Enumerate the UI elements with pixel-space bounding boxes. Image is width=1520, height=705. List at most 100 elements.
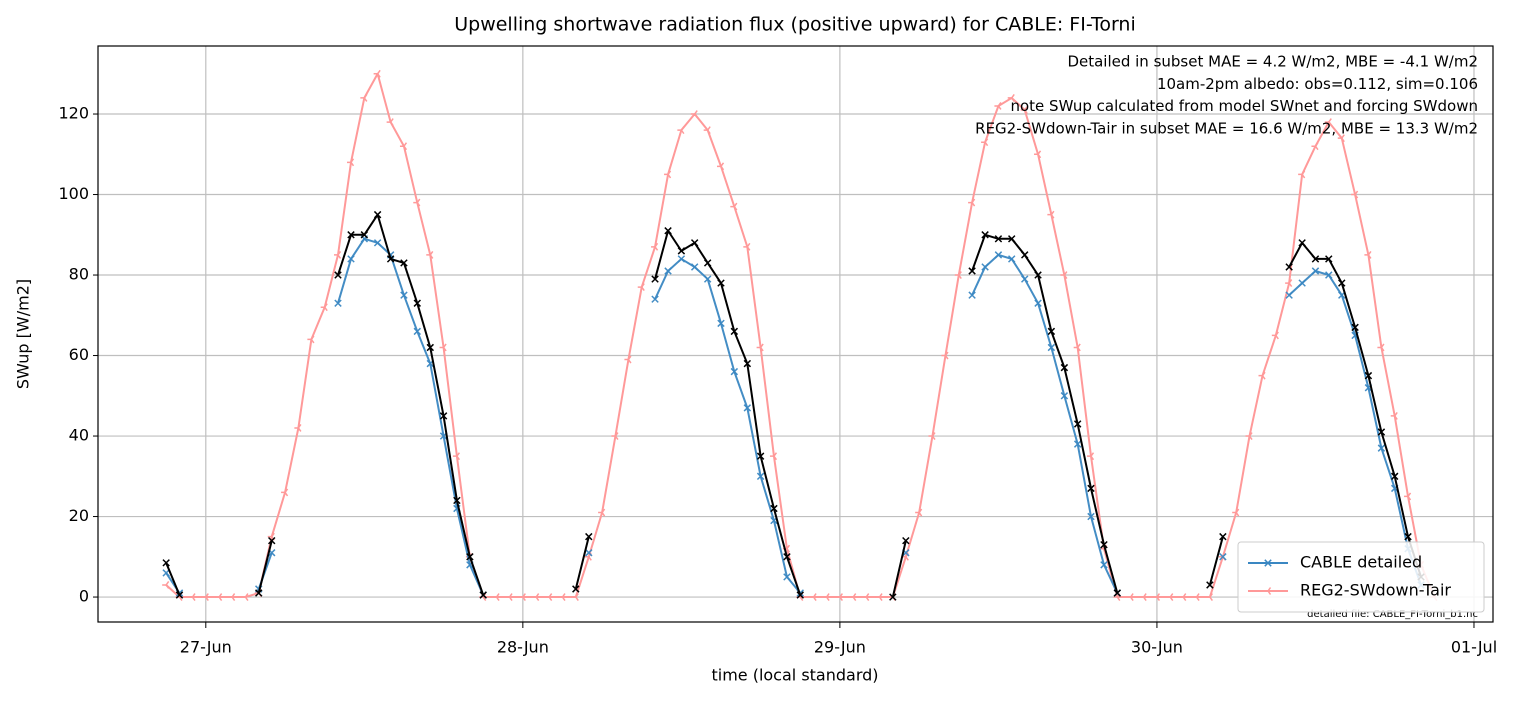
legend: CABLE detailed REG2-SWdown-Tair — [1237, 541, 1485, 613]
data-point — [677, 126, 685, 135]
data-point — [1404, 532, 1412, 541]
data-point — [822, 593, 830, 601]
data-point — [902, 536, 910, 545]
data-point — [1311, 255, 1320, 263]
data-point — [1166, 593, 1174, 601]
data-point — [1020, 106, 1028, 114]
data-point — [1034, 150, 1042, 159]
data-point — [1047, 343, 1056, 352]
data-point — [1100, 561, 1108, 569]
annotation: Detailed in subset MAE = 4.2 W/m2, MBE =… — [1067, 53, 1478, 71]
data-point — [413, 299, 421, 307]
data-point — [241, 593, 249, 601]
x-tick-label: 01-Jul — [1451, 638, 1497, 657]
data-point — [690, 110, 698, 118]
data-point — [1060, 363, 1069, 372]
legend-label: CABLE detailed — [1300, 553, 1422, 572]
data-point — [664, 227, 672, 235]
data-point — [770, 504, 778, 513]
data-point — [334, 299, 342, 307]
data-point — [1285, 279, 1293, 288]
data-point — [1179, 593, 1187, 601]
data-point — [1086, 452, 1095, 461]
data-point — [452, 452, 461, 461]
data-point — [862, 593, 870, 601]
data-point — [268, 536, 276, 545]
data-point — [1152, 593, 1161, 601]
data-point — [386, 118, 394, 127]
data-point — [677, 247, 686, 255]
data-point — [717, 279, 725, 287]
data-point — [1020, 251, 1029, 259]
legend-marker — [1264, 559, 1272, 567]
data-point — [228, 593, 236, 601]
footnote: detailed file: CABLE_FI-Torni_b1.nc — [1307, 609, 1478, 620]
data-point — [532, 593, 540, 601]
data-point — [796, 591, 804, 599]
y-tick-label: 0 — [79, 587, 89, 606]
data-point — [1325, 271, 1333, 279]
data-point — [334, 250, 342, 259]
data-point — [215, 593, 223, 601]
data-point — [347, 231, 355, 239]
data-point — [1205, 593, 1213, 601]
data-point — [426, 250, 434, 259]
legend-box — [1237, 541, 1485, 613]
data-point — [756, 343, 764, 352]
data-point — [1087, 512, 1095, 521]
data-point — [690, 263, 699, 271]
data-point — [611, 432, 619, 440]
data-point — [347, 158, 355, 167]
data-point — [585, 532, 593, 541]
data-point — [1351, 190, 1359, 199]
data-point — [624, 355, 632, 364]
data-point — [572, 585, 580, 593]
data-point — [651, 275, 659, 283]
data-point — [1377, 444, 1386, 452]
data-point — [598, 508, 606, 517]
data-point — [994, 251, 1003, 259]
data-point — [1047, 327, 1056, 336]
data-point — [664, 170, 672, 179]
data-point — [1100, 540, 1108, 549]
data-point — [651, 242, 659, 251]
data-point — [1206, 581, 1214, 589]
data-point — [889, 593, 897, 601]
data-point — [1338, 279, 1346, 287]
data-point — [1298, 170, 1306, 179]
data-point — [334, 271, 342, 279]
data-point — [294, 424, 302, 432]
data-point — [162, 569, 170, 577]
data-point — [651, 295, 659, 303]
data-point — [730, 202, 738, 211]
annotation: REG2-SWdown-Tair in subset MAE = 16.6 W/… — [975, 119, 1478, 137]
data-point — [1219, 532, 1227, 541]
data-point — [1034, 299, 1042, 307]
data-point — [1364, 250, 1372, 259]
x-tick-label: 29-Jun — [814, 638, 866, 657]
data-point — [360, 231, 369, 239]
data-point — [518, 593, 526, 601]
data-point — [1113, 589, 1122, 597]
data-point — [1377, 343, 1385, 352]
data-point — [1404, 492, 1412, 501]
data-point — [400, 259, 408, 267]
data-point — [1007, 93, 1015, 102]
data-point — [439, 343, 447, 352]
data-point — [1258, 371, 1266, 380]
data-point — [558, 593, 566, 601]
data-point — [1219, 553, 1227, 561]
data-point — [1324, 118, 1332, 127]
data-point — [849, 593, 857, 601]
data-point — [1298, 239, 1306, 247]
y-tick-label: 80 — [69, 265, 89, 284]
y-tick-label: 100 — [58, 184, 89, 203]
data-point — [664, 267, 672, 275]
data-point — [716, 162, 725, 171]
data-point — [1298, 279, 1306, 287]
data-point — [1232, 508, 1240, 517]
data-point — [981, 231, 989, 239]
data-point — [1285, 263, 1293, 271]
data-point — [571, 593, 579, 601]
